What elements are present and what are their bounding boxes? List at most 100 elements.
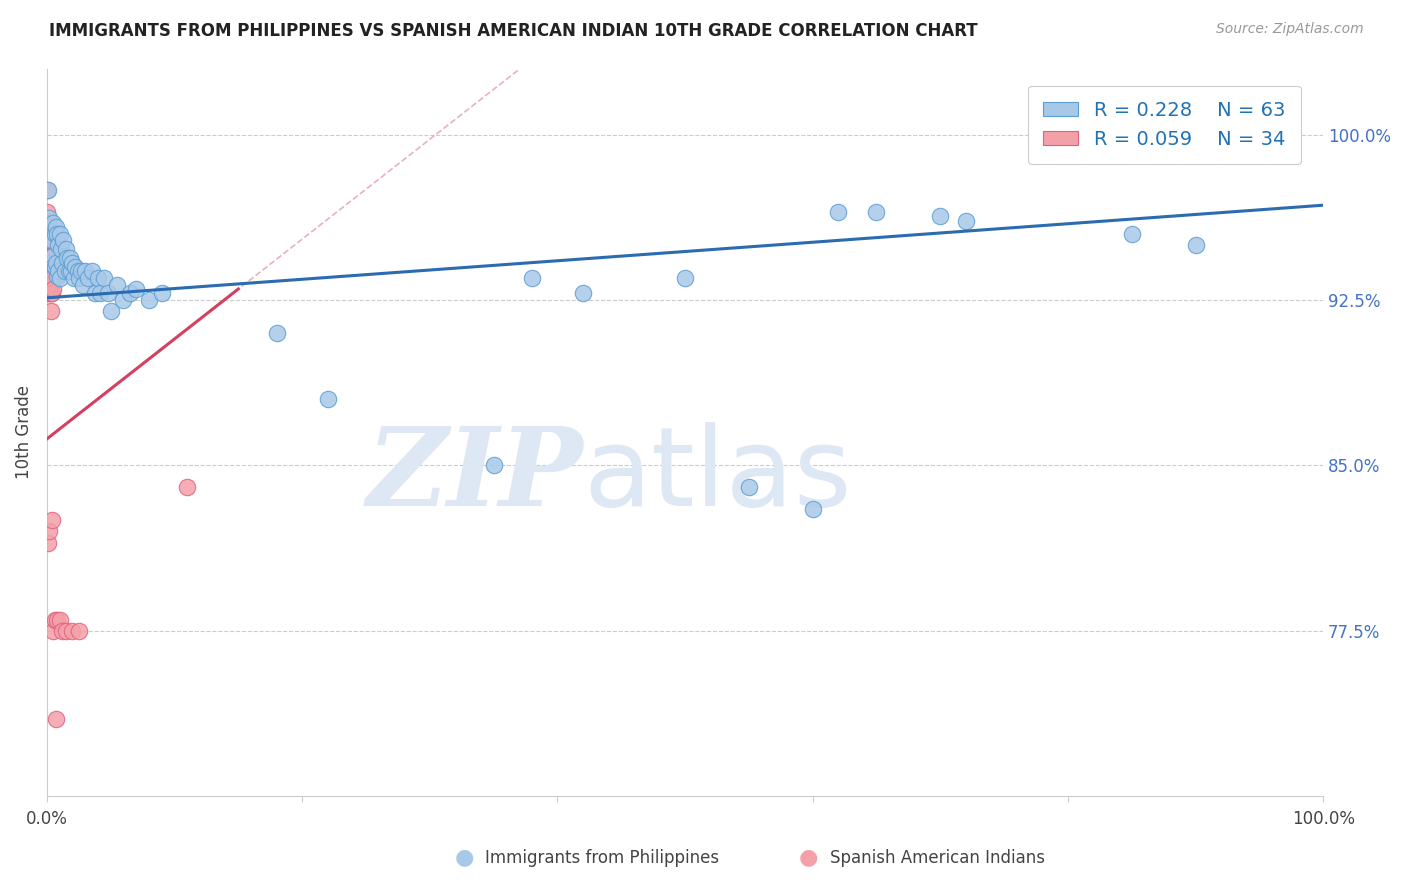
Point: [118, 286, 141, 301]
Point: [37, 183, 59, 197]
Point: [100, 304, 122, 318]
Point: [55, 624, 77, 638]
Point: [62, 255, 84, 269]
Point: [56, 251, 79, 265]
Point: [89, 286, 111, 301]
Point: [138, 293, 160, 307]
Point: [929, 209, 952, 223]
Point: [37, 242, 59, 256]
Point: [105, 277, 128, 292]
Point: [87, 271, 110, 285]
Text: ZIP: ZIP: [367, 422, 583, 530]
Point: [67, 624, 90, 638]
Point: [63, 260, 86, 274]
Point: [482, 458, 505, 473]
Point: [41, 234, 63, 248]
Point: [266, 326, 288, 340]
Point: [316, 392, 339, 407]
Text: Source: ZipAtlas.com: Source: ZipAtlas.com: [1216, 22, 1364, 37]
Point: [738, 480, 761, 494]
Text: atlas: atlas: [583, 423, 852, 530]
Point: [75, 264, 97, 278]
Point: [39, 304, 62, 318]
Point: [66, 264, 89, 278]
Point: [59, 251, 82, 265]
Point: [41, 286, 63, 301]
Point: [42, 282, 65, 296]
Point: [72, 277, 94, 292]
Point: [44, 260, 66, 274]
Text: ●: ●: [454, 847, 474, 867]
Point: [42, 249, 65, 263]
Point: [37, 216, 59, 230]
Point: [1274, 134, 1296, 148]
Point: [39, 286, 62, 301]
Point: [48, 238, 70, 252]
Point: [42, 624, 65, 638]
Point: [58, 264, 80, 278]
Point: [865, 204, 887, 219]
Point: [39, 255, 62, 269]
Point: [97, 286, 120, 301]
Point: [35, 204, 58, 219]
Point: [35, 227, 58, 241]
Point: [37, 264, 59, 278]
Point: [46, 613, 69, 627]
Point: [1184, 238, 1206, 252]
Point: [49, 242, 72, 256]
Point: [42, 216, 65, 230]
Point: [48, 613, 70, 627]
Point: [125, 282, 148, 296]
Point: [37, 286, 59, 301]
Point: [51, 624, 73, 638]
Point: [176, 480, 198, 494]
Point: [39, 220, 62, 235]
Point: [41, 513, 63, 527]
Point: [35, 183, 58, 197]
Point: [44, 227, 66, 241]
Point: [45, 255, 67, 269]
Legend: R = 0.228    N = 63, R = 0.059    N = 34: R = 0.228 N = 63, R = 0.059 N = 34: [1028, 86, 1301, 164]
Point: [38, 524, 60, 539]
Point: [48, 271, 70, 285]
Point: [70, 264, 93, 278]
Point: [955, 213, 977, 227]
Point: [520, 271, 543, 285]
Text: Spanish American Indians: Spanish American Indians: [830, 849, 1045, 867]
Point: [39, 249, 62, 263]
Point: [48, 227, 70, 241]
Text: IMMIGRANTS FROM PHILIPPINES VS SPANISH AMERICAN INDIAN 10TH GRADE CORRELATION CH: IMMIGRANTS FROM PHILIPPINES VS SPANISH A…: [49, 22, 977, 40]
Point: [41, 260, 63, 274]
Point: [35, 216, 58, 230]
Point: [46, 227, 69, 241]
Point: [51, 255, 73, 269]
Point: [572, 286, 595, 301]
Point: [801, 502, 824, 516]
Point: [62, 624, 84, 638]
Point: [62, 271, 84, 285]
Point: [38, 211, 60, 226]
Point: [52, 234, 75, 248]
Point: [46, 268, 69, 283]
Point: [38, 286, 60, 301]
Point: [76, 271, 98, 285]
Point: [60, 264, 83, 278]
Point: [53, 264, 76, 278]
Point: [38, 255, 60, 269]
Point: [55, 242, 77, 256]
Y-axis label: 10th Grade: 10th Grade: [15, 385, 32, 479]
Point: [48, 264, 70, 278]
Point: [41, 271, 63, 285]
Point: [39, 264, 62, 278]
Point: [39, 277, 62, 292]
Point: [37, 535, 59, 549]
Point: [150, 286, 173, 301]
Point: [45, 220, 67, 235]
Point: [84, 286, 107, 301]
Text: ●: ●: [799, 847, 818, 867]
Point: [80, 264, 103, 278]
Point: [93, 271, 115, 285]
Point: [45, 712, 67, 726]
Point: [827, 204, 849, 219]
Point: [38, 234, 60, 248]
